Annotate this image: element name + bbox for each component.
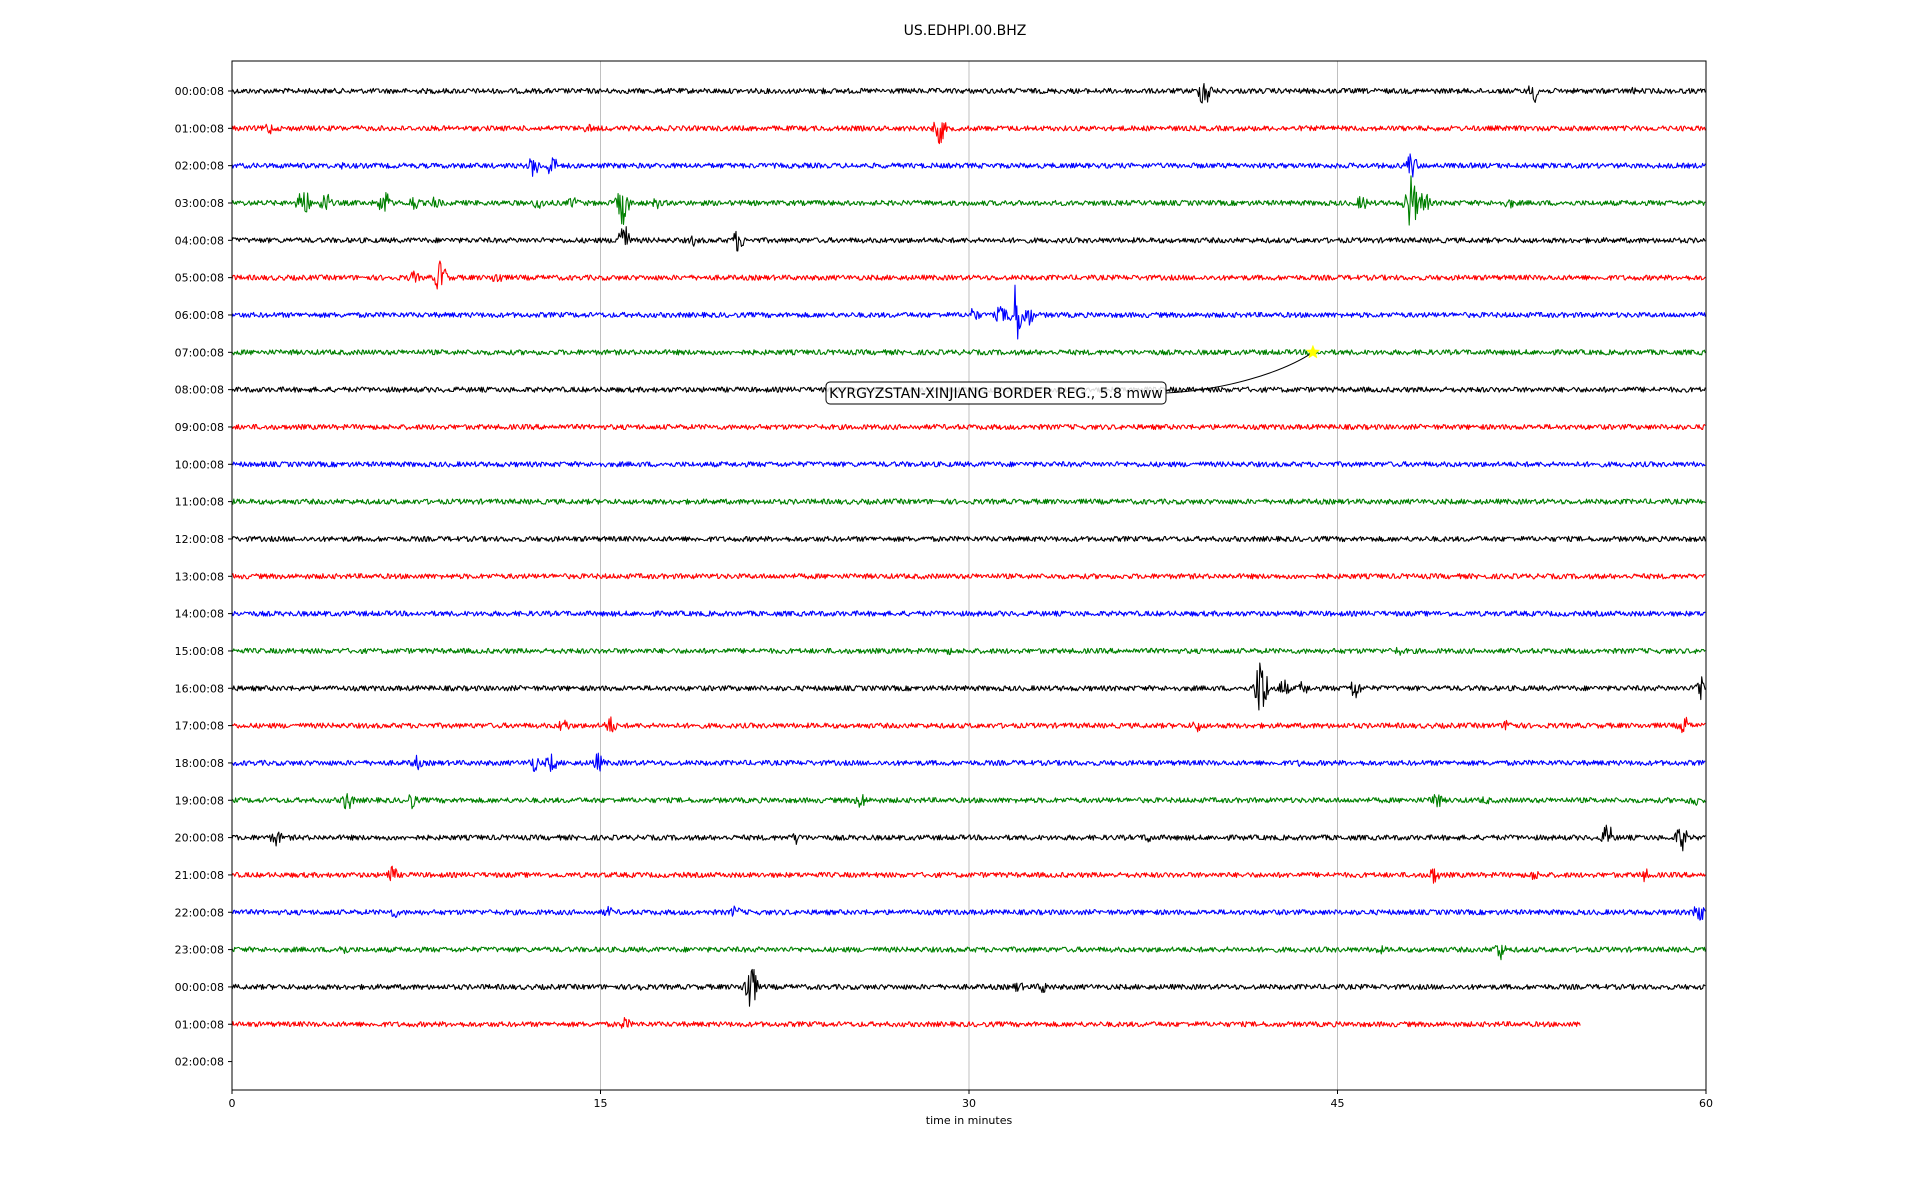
seismic-trace	[231, 573, 1706, 580]
row-time-label: 01:00:08	[175, 122, 224, 135]
row-time-label: 00:00:08	[175, 981, 224, 994]
seismic-trace	[231, 260, 1706, 290]
seismic-trace	[231, 646, 1706, 656]
x-tick-label: 30	[962, 1097, 976, 1110]
row-time-label: 22:00:08	[175, 906, 224, 919]
row-time-label: 10:00:08	[175, 458, 224, 471]
row-time-label: 16:00:08	[175, 682, 224, 695]
seismic-trace	[231, 716, 1706, 734]
row-time-label: 23:00:08	[175, 944, 224, 957]
row-time-label: 11:00:08	[175, 496, 224, 509]
row-time-label: 02:00:08	[175, 1056, 224, 1069]
seismic-trace	[231, 1017, 1581, 1029]
row-time-label: 05:00:08	[175, 272, 224, 285]
seismic-trace	[231, 752, 1706, 772]
seismic-trace	[231, 83, 1706, 104]
seismic-trace	[231, 905, 1706, 921]
event-annotation: KYRGYZSTAN-XINJIANG BORDER REG., 5.8 mww	[825, 344, 1321, 405]
plot-frame	[231, 60, 1707, 1091]
row-time-label: 12:00:08	[175, 533, 224, 546]
row-time-label: 00:00:08	[175, 85, 224, 98]
row-time-label: 08:00:08	[175, 384, 224, 397]
x-tick-label: 60	[1699, 1097, 1713, 1110]
row-time-label: 09:00:08	[175, 421, 224, 434]
row-time-label: 06:00:08	[175, 309, 224, 322]
seismic-trace	[231, 461, 1706, 468]
seismic-trace	[231, 284, 1706, 340]
x-axis-ticks: 0 15 30 45 60	[229, 1090, 1713, 1110]
trace-layer	[231, 83, 1706, 1029]
seismic-trace	[231, 226, 1706, 252]
seismic-trace	[231, 793, 1706, 810]
row-time-label: 03:00:08	[175, 197, 224, 210]
row-time-label: 15:00:08	[175, 645, 224, 658]
seismic-trace	[231, 153, 1706, 178]
annotation-connector	[1165, 351, 1314, 394]
seismic-trace	[231, 349, 1706, 356]
seismic-trace	[231, 498, 1706, 505]
chart-title: US.EDHPI.00.BHZ	[904, 23, 1027, 39]
row-time-label: 01:00:08	[175, 1018, 224, 1031]
x-tick-label: 0	[229, 1097, 236, 1110]
row-time-label: 18:00:08	[175, 757, 224, 770]
seismic-trace	[231, 944, 1706, 961]
seismic-trace	[231, 175, 1706, 226]
row-time-labels: 00:00:08 01:00:08 02:00:08 03:00:08 04:00:08…	[175, 85, 232, 1069]
row-time-label: 14:00:08	[175, 608, 224, 621]
seismic-trace	[231, 968, 1706, 1007]
x-tick-label: 45	[1331, 1097, 1345, 1110]
row-time-label: 07:00:08	[175, 346, 224, 359]
seismic-trace	[231, 865, 1706, 884]
seismic-trace	[231, 535, 1706, 543]
seismic-trace	[231, 121, 1706, 145]
annotation-text: KYRGYZSTAN-XINJIANG BORDER REG., 5.8 mww	[829, 386, 1163, 402]
row-time-label: 02:00:08	[175, 160, 224, 173]
seismic-trace	[231, 423, 1706, 431]
row-time-label: 13:00:08	[175, 570, 224, 583]
event-star-marker	[1305, 344, 1321, 359]
row-time-label: 04:00:08	[175, 234, 224, 247]
x-axis-label: time in minutes	[926, 1114, 1013, 1127]
seismic-trace	[231, 610, 1706, 617]
x-tick-label: 15	[594, 1097, 608, 1110]
annotation-box	[825, 381, 1167, 405]
row-time-label: 21:00:08	[175, 869, 224, 882]
row-time-label: 19:00:08	[175, 794, 224, 807]
seismic-trace	[232, 662, 1706, 711]
seismic-trace	[231, 824, 1706, 852]
row-time-label: 20:00:08	[175, 832, 224, 845]
row-time-label: 17:00:08	[175, 720, 224, 733]
